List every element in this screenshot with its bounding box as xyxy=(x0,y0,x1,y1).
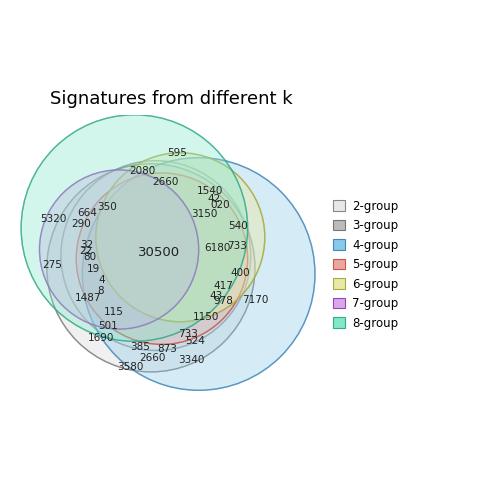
Text: 22: 22 xyxy=(79,246,92,256)
Text: 80: 80 xyxy=(83,252,96,262)
Circle shape xyxy=(76,173,247,344)
Text: 3150: 3150 xyxy=(192,209,218,219)
Text: 524: 524 xyxy=(185,336,206,346)
Text: 417: 417 xyxy=(213,281,233,291)
Text: 43: 43 xyxy=(209,291,222,301)
Text: 6180: 6180 xyxy=(204,243,230,254)
Text: 873: 873 xyxy=(157,344,177,354)
Text: 3580: 3580 xyxy=(117,362,143,372)
Text: 1487: 1487 xyxy=(75,293,102,303)
Text: 275: 275 xyxy=(42,260,61,270)
Text: 32: 32 xyxy=(81,239,94,249)
Text: 1150: 1150 xyxy=(193,312,219,322)
Text: 42: 42 xyxy=(207,194,221,204)
Circle shape xyxy=(39,170,199,329)
Text: 978: 978 xyxy=(213,296,233,306)
Text: 664: 664 xyxy=(77,208,97,218)
Text: 3340: 3340 xyxy=(178,355,205,365)
Circle shape xyxy=(82,158,315,390)
Circle shape xyxy=(47,164,255,372)
Text: 7170: 7170 xyxy=(242,295,268,305)
Text: 540: 540 xyxy=(229,221,248,231)
Circle shape xyxy=(61,161,250,350)
Text: 290: 290 xyxy=(71,219,91,229)
Text: 733: 733 xyxy=(178,329,198,339)
Text: 350: 350 xyxy=(97,202,117,212)
Text: 4: 4 xyxy=(99,275,105,285)
Text: 115: 115 xyxy=(104,307,124,317)
Text: 5320: 5320 xyxy=(40,214,66,224)
Text: 2660: 2660 xyxy=(140,353,166,363)
Text: 1690: 1690 xyxy=(88,333,114,343)
Text: 020: 020 xyxy=(210,201,230,210)
Text: 733: 733 xyxy=(227,241,246,251)
Circle shape xyxy=(96,153,265,322)
Title: Signatures from different k: Signatures from different k xyxy=(50,90,292,108)
Legend: 2-group, 3-group, 4-group, 5-group, 6-group, 7-group, 8-group: 2-group, 3-group, 4-group, 5-group, 6-gr… xyxy=(333,200,398,330)
Text: 2660: 2660 xyxy=(152,177,178,187)
Text: 501: 501 xyxy=(98,321,118,331)
Text: 1540: 1540 xyxy=(197,186,223,197)
Text: 30500: 30500 xyxy=(138,246,180,259)
Text: 2080: 2080 xyxy=(129,166,155,176)
Text: 8: 8 xyxy=(97,286,104,296)
Text: 400: 400 xyxy=(230,268,250,278)
Text: 385: 385 xyxy=(131,342,151,352)
Text: 595: 595 xyxy=(167,148,187,158)
Text: 19: 19 xyxy=(87,264,100,274)
Circle shape xyxy=(21,115,247,341)
